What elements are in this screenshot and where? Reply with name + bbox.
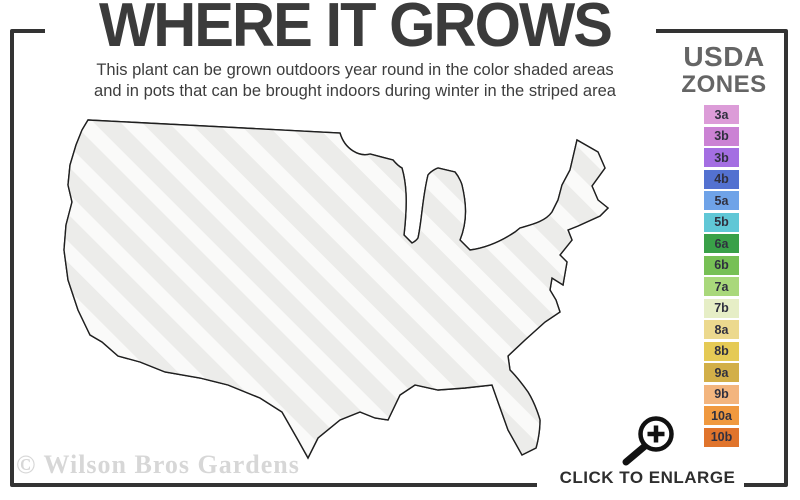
click-to-enlarge-label[interactable]: CLICK TO ENLARGE: [559, 468, 736, 487]
city-dot: [549, 179, 555, 185]
legend-zone-label: 9a: [714, 365, 729, 380]
legend-zone-label: 5b: [714, 215, 729, 229]
legend-zone-swatch: 5b: [704, 212, 739, 232]
legend-zone-label: 4b: [714, 172, 729, 186]
legend-zone-label: 3a: [714, 107, 729, 122]
page-title: WHERE IT GROWS: [98, 0, 613, 60]
legend-title-line2: ZONES: [681, 71, 767, 98]
magnifier-plus-icon[interactable]: [611, 414, 685, 466]
legend-zone-label: 7a: [714, 279, 729, 294]
legend-zone-swatch: 4b: [704, 169, 739, 189]
legend-zone-label: 10a: [711, 408, 732, 423]
usda-zones-legend-title: USDA ZONES: [676, 42, 772, 98]
legend-zone-swatch: 8b: [704, 341, 739, 361]
legend-zone-label: 9b: [714, 387, 729, 401]
legend-zone-swatch: 8a: [704, 320, 739, 339]
legend-zone-swatch: 6b: [704, 255, 739, 275]
legend-zone-label: 3b: [714, 150, 729, 165]
legend-zone-swatch: 9a: [704, 363, 739, 382]
city-dot: [521, 203, 527, 209]
watermark: © Wilson Bros Gardens: [16, 450, 300, 479]
legend-zone-label: 6b: [714, 258, 729, 272]
legend-zone-label: 6a: [714, 236, 729, 251]
subtitle-line-2: and in pots that can be brought indoors …: [94, 82, 616, 100]
subtitle-line-1: This plant can be grown outdoors year ro…: [96, 61, 614, 79]
legend-zone-swatch: 3b: [704, 126, 739, 146]
usda-zones-legend: 3a 3b 3b 4b 5a 5b 6a 6b 7a 7b 8a 8b 9a 9b 10a 10b: [704, 105, 739, 449]
legend-zone-swatch: 7a: [704, 277, 739, 296]
usda-zone-map[interactable]: [60, 110, 620, 465]
legend-zone-swatch: 5a: [704, 191, 739, 210]
legend-zone-swatch: 7b: [704, 298, 739, 318]
legend-zone-swatch: 10b: [704, 427, 739, 447]
legend-zone-swatch: 10a: [704, 406, 739, 425]
legend-zone-label: 8a: [714, 322, 729, 337]
legend-title-line1: USDA: [683, 41, 765, 72]
legend-zone-label: 10b: [710, 430, 733, 444]
legend-zone-label: 3b: [714, 129, 729, 143]
city-dot: [545, 203, 551, 209]
page-subtitle: This plant can be grown outdoors year ro…: [35, 60, 675, 102]
legend-zone-label: 8b: [714, 344, 729, 358]
legend-zone-swatch: 6a: [704, 234, 739, 253]
legend-zone-swatch: 3a: [704, 105, 739, 124]
legend-zone-swatch: 9b: [704, 384, 739, 404]
legend-zone-label: 7b: [714, 301, 729, 315]
click-to-enlarge-control[interactable]: CLICK TO ENLARGE: [540, 414, 755, 488]
legend-zone-label: 5a: [714, 193, 729, 208]
legend-zone-swatch: 3b: [704, 148, 739, 167]
city-dot: [403, 395, 409, 401]
